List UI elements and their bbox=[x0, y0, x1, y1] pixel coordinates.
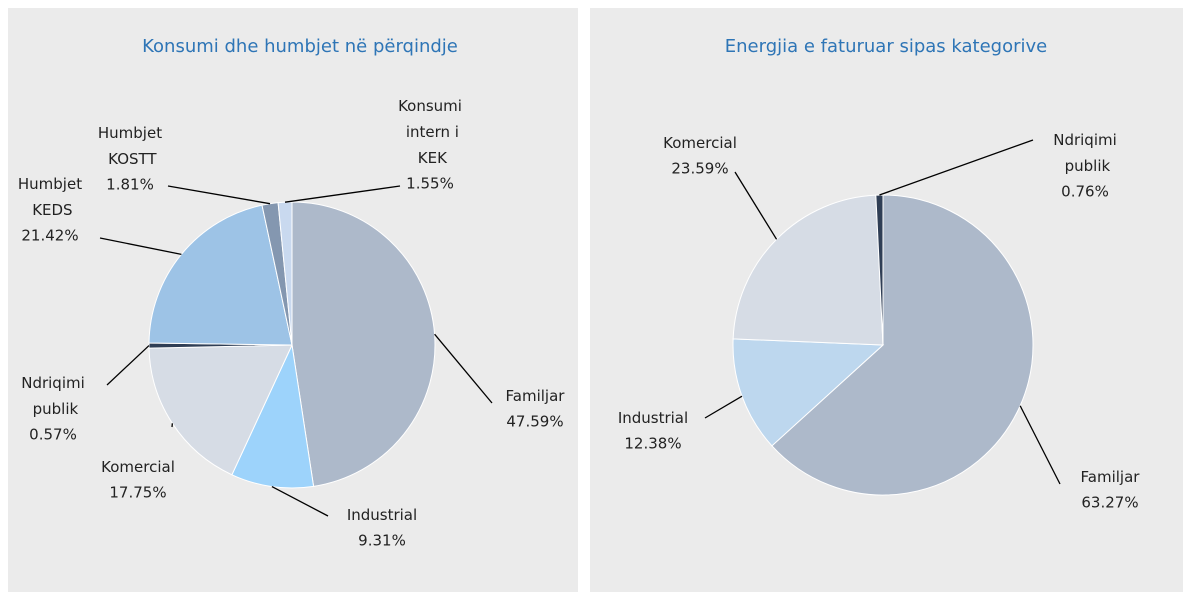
leader-line bbox=[106, 345, 150, 386]
pie-slice bbox=[231, 343, 315, 489]
category-label: Humbjet KOSTT bbox=[98, 124, 162, 168]
value-label: 0.76% bbox=[1061, 183, 1109, 201]
category-label: Ndriqimi publik bbox=[1053, 131, 1117, 175]
pie-slice bbox=[291, 201, 436, 487]
category-label: Humbjet KEDS bbox=[18, 175, 82, 219]
value-label: 1.55% bbox=[406, 175, 454, 193]
pie-slice bbox=[732, 338, 885, 447]
pie-slice bbox=[148, 204, 293, 346]
category-label: Industrial bbox=[347, 506, 417, 524]
category-label: Familjar bbox=[506, 387, 566, 405]
category-label: Familjar bbox=[1081, 468, 1141, 486]
pie-slice bbox=[732, 194, 884, 346]
value-label: 17.75% bbox=[109, 484, 166, 502]
category-label: Komercial bbox=[101, 458, 175, 476]
pie-slice bbox=[277, 201, 293, 346]
value-label: 23.59% bbox=[671, 160, 728, 178]
value-label: 21.42% bbox=[21, 227, 78, 245]
leader-line bbox=[879, 139, 1034, 196]
value-label: 9.31% bbox=[358, 532, 406, 550]
category-label: Ndriqimi publik bbox=[21, 374, 85, 418]
value-label: 47.59% bbox=[506, 413, 563, 431]
value-label: 0.57% bbox=[29, 426, 77, 444]
leader-line bbox=[734, 171, 778, 240]
leader-line bbox=[167, 185, 271, 205]
category-label: Komercial bbox=[663, 134, 737, 152]
leader-line bbox=[704, 395, 743, 419]
leader-line bbox=[284, 185, 401, 203]
chart-title: Energjia e faturuar sipas kategorive bbox=[725, 36, 1047, 57]
category-label: Konsumi intern i KEK bbox=[398, 97, 462, 167]
leader-line bbox=[434, 333, 493, 404]
leader-line bbox=[271, 486, 329, 517]
category-label: Industrial bbox=[618, 409, 688, 427]
leader-line bbox=[1019, 405, 1061, 485]
value-label: 1.81% bbox=[106, 176, 154, 194]
pie-slice bbox=[771, 194, 1034, 496]
value-label: 12.38% bbox=[624, 435, 681, 453]
leader-line bbox=[99, 237, 182, 255]
value-label: 63.27% bbox=[1081, 494, 1138, 512]
pie-slice bbox=[148, 344, 293, 476]
chart-title: Konsumi dhe humbjet në përqindje bbox=[142, 36, 458, 57]
